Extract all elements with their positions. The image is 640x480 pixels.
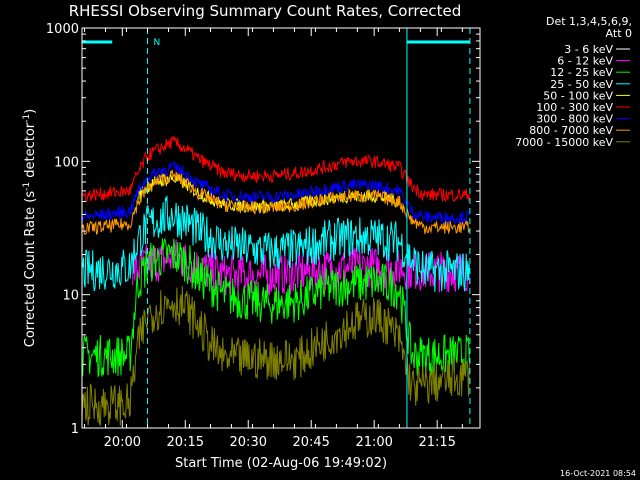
legend-entry-label: 800 - 7000 keV <box>529 124 613 137</box>
legend-header-line1: Det 1,3,4,5,6,9, <box>546 15 632 28</box>
legend-entry-label: 12 - 25 keV <box>550 66 613 79</box>
x-tick-label: 21:00 <box>355 435 392 450</box>
plot-frame <box>81 27 481 429</box>
series-line-2 <box>81 238 470 378</box>
legend-entry-label: 25 - 50 keV <box>550 78 613 91</box>
legend-header-line2: Att 0 <box>606 27 632 40</box>
flag-label: N <box>153 38 160 48</box>
y-tick-label: 1000 <box>46 22 79 37</box>
legend-entry-label: 100 - 300 keV <box>536 101 613 114</box>
y-tick-label: 100 <box>54 155 79 170</box>
x-tick-label: 20:45 <box>292 435 329 450</box>
x-tick-label: 20:00 <box>104 435 141 450</box>
series-line-3 <box>81 195 470 293</box>
series-line-6 <box>81 161 470 226</box>
legend-entry-label: 3 - 6 keV <box>564 43 613 56</box>
chart-title: RHESSI Observing Summary Count Rates, Co… <box>69 2 462 20</box>
x-tick-label: 21:15 <box>418 435 455 450</box>
timestamp: 16-Oct-2021 08:54 <box>560 469 636 478</box>
legend-entry-label: 6 - 12 keV <box>557 55 613 68</box>
legend-entry-label: 300 - 800 keV <box>536 113 613 126</box>
legend-entry-label: 7000 - 15000 keV <box>515 136 613 149</box>
y-axis-label: Corrected Count Rate (s-1 detector-1) <box>22 109 38 347</box>
x-tick-label: 20:15 <box>167 435 204 450</box>
y-tick-label: 1 <box>71 422 79 437</box>
x-axis-label: Start Time (02-Aug-06 19:49:02) <box>175 456 387 471</box>
series-line-5 <box>81 136 470 203</box>
legend-entry-label: 50 - 100 keV <box>543 89 613 102</box>
series-line-7 <box>81 169 470 236</box>
y-tick-label: 10 <box>62 289 79 304</box>
x-tick-label: 20:30 <box>230 435 267 450</box>
series-line-8 <box>81 285 470 427</box>
